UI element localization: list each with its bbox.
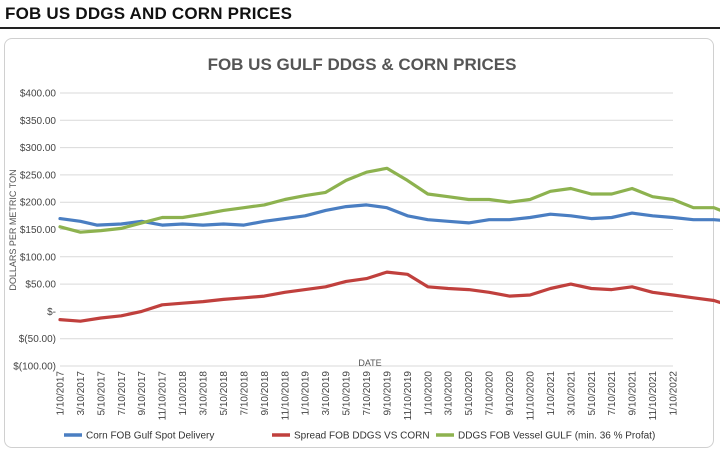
x-tick-label: 3/10/2017 xyxy=(76,371,87,416)
x-tick-label: 5/10/2017 xyxy=(96,371,107,416)
x-tick-label: 5/10/2021 xyxy=(587,371,598,416)
y-tick-label: $(100.00) xyxy=(13,362,56,373)
x-axis-ticks: 1/10/2017 3/10/2017 5/10/2017 7/10/2017 9/10… xyxy=(56,371,680,421)
x-tick-label: 9/10/2021 xyxy=(628,371,639,416)
chart-frame xyxy=(4,38,714,448)
series-line-3 xyxy=(58,166,720,234)
x-axis-label: DATE xyxy=(358,358,381,368)
x-tick-label: 9/10/2017 xyxy=(137,371,148,416)
grid-lines xyxy=(60,92,673,367)
x-tick-label: 7/10/2017 xyxy=(117,371,128,416)
x-tick-label: 5/10/2019 xyxy=(342,371,353,416)
y-tick-label: $400.00 xyxy=(20,89,57,100)
y-tick-label: $150.00 xyxy=(20,225,57,236)
x-tick-label: 1/10/2018 xyxy=(178,371,189,416)
x-tick-label: 7/10/2018 xyxy=(239,371,250,416)
x-tick-label: 3/10/2020 xyxy=(444,371,455,416)
series-lines xyxy=(58,166,720,323)
x-tick-label: 11/10/2020 xyxy=(525,371,536,421)
x-tick-label: 11/10/2018 xyxy=(280,371,291,421)
legend: Corn FOB Gulf Spot Delivery Spread FOB DD… xyxy=(64,431,655,442)
x-tick-label: 1/10/2022 xyxy=(669,371,680,416)
x-tick-label: 3/10/2021 xyxy=(566,371,577,416)
legend-label-2: Spread FOB DDGS VS CORN xyxy=(294,431,430,442)
x-tick-label: 11/10/2019 xyxy=(403,371,414,421)
chart-title: FOB US GULF DDGS & CORN PRICES xyxy=(208,55,517,74)
x-tick-label: 7/10/2021 xyxy=(607,371,618,416)
x-tick-label: 3/10/2019 xyxy=(321,371,332,416)
x-tick-label: 11/10/2017 xyxy=(158,371,169,421)
x-tick-label: 1/10/2019 xyxy=(301,371,312,416)
y-tick-label: $200.00 xyxy=(20,198,57,209)
x-tick-label: 1/10/2021 xyxy=(546,371,557,416)
x-tick-label: 3/10/2018 xyxy=(199,371,210,416)
x-tick-label: 9/10/2018 xyxy=(260,371,271,416)
y-tick-label: $50.00 xyxy=(25,280,56,291)
page-header: FOB US DDGS AND CORN PRICES xyxy=(0,0,720,30)
y-axis-label: DOLLARS PER METRIC TON xyxy=(8,169,18,290)
header-rule xyxy=(0,27,720,29)
x-tick-label: 5/10/2020 xyxy=(464,371,475,416)
x-tick-label: 1/10/2020 xyxy=(423,371,434,416)
x-tick-label: 7/10/2019 xyxy=(362,371,373,416)
x-tick-label: 5/10/2018 xyxy=(219,371,230,416)
y-axis-ticks: $400.00 $350.00 $300.00 $250.00 $200.00 $150.… xyxy=(13,89,56,373)
y-tick-label: $100.00 xyxy=(20,252,57,263)
legend-label-3: DDGS FOB Vessel GULF (min. 36 % Profat) xyxy=(458,431,655,442)
x-tick-label: 1/10/2017 xyxy=(56,371,67,416)
x-tick-label: 9/10/2020 xyxy=(505,371,516,416)
y-tick-label: $250.00 xyxy=(20,170,57,181)
series-line-2 xyxy=(58,270,720,323)
y-tick-label: $300.00 xyxy=(20,143,57,154)
x-tick-label: 9/10/2019 xyxy=(382,371,393,416)
x-tick-label: 11/10/2021 xyxy=(648,371,659,421)
y-tick-label: $(50.00) xyxy=(19,334,56,345)
y-tick-label: $- xyxy=(47,307,56,318)
x-tick-label: 7/10/2020 xyxy=(485,371,496,416)
y-tick-label: $350.00 xyxy=(20,116,57,127)
legend-label-1: Corn FOB Gulf Spot Delivery xyxy=(86,431,214,442)
page-header-title: FOB US DDGS AND CORN PRICES xyxy=(5,4,293,23)
series-line-1 xyxy=(58,203,720,227)
